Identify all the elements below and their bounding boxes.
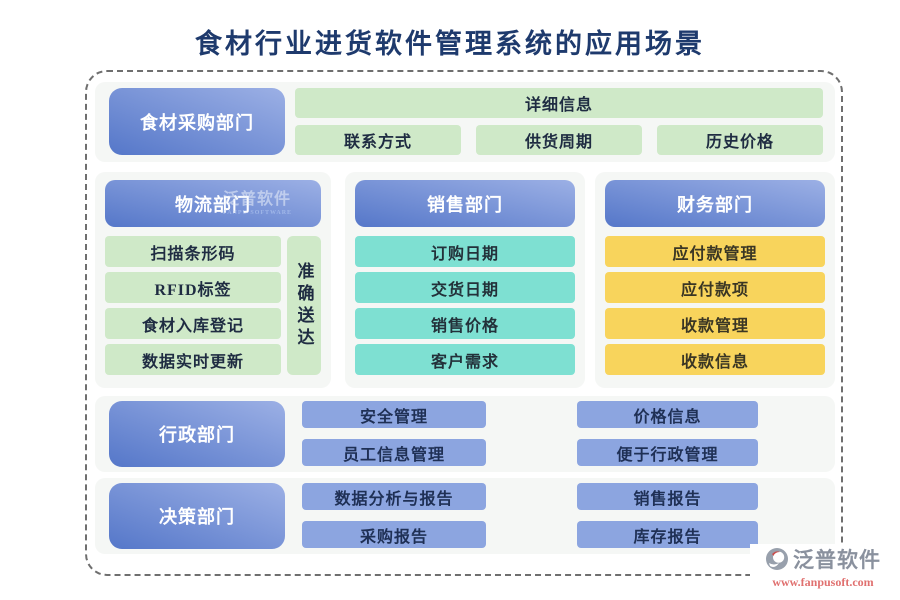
dept-admin: 行政部门 (109, 401, 285, 467)
decision-item: 数据分析与报告 (302, 483, 486, 510)
logistics-item: 食材入库登记 (105, 308, 281, 339)
admin-item: 安全管理 (302, 401, 486, 428)
brand-url: www.fanpusoft.com (772, 575, 874, 589)
purchasing-banner: 详细信息 (295, 88, 823, 118)
purchasing-item: 供货周期 (476, 125, 642, 155)
finance-item: 收款信息 (605, 344, 825, 375)
sales-item: 订购日期 (355, 236, 575, 267)
dept-finance: 财务部门 (605, 180, 825, 227)
dashed-frame (85, 70, 843, 576)
sales-item: 客户需求 (355, 344, 575, 375)
sales-section: 销售部门 订购日期 交货日期 销售价格 客户需求 (345, 172, 585, 388)
dept-purchasing: 食材采购部门 (109, 88, 285, 155)
logistics-item: RFID标签 (105, 272, 281, 303)
dept-decision: 决策部门 (109, 483, 285, 549)
purchasing-item: 历史价格 (657, 125, 823, 155)
logistics-item: 扫描条形码 (105, 236, 281, 267)
sales-item: 销售价格 (355, 308, 575, 339)
dept-logistics-label: 物流部门 (175, 194, 251, 215)
admin-item: 员工信息管理 (302, 439, 486, 466)
finance-item: 应付款管理 (605, 236, 825, 267)
purchasing-item: 联系方式 (295, 125, 461, 155)
finance-section: 财务部门 应付款管理 应付款项 收款管理 收款信息 (595, 172, 835, 388)
admin-item: 便于行政管理 (577, 439, 758, 466)
page-title: 食材行业进货软件管理系统的应用场景 (195, 29, 705, 59)
finance-item: 应付款项 (605, 272, 825, 303)
dept-sales: 销售部门 (355, 180, 575, 227)
decision-item: 采购报告 (302, 521, 486, 548)
admin-section: 行政部门 安全管理 员工信息管理 价格信息 便于行政管理 (95, 396, 835, 472)
admin-item: 价格信息 (577, 401, 758, 428)
brand-name: 泛普软件 (793, 548, 881, 572)
brand-footer: 泛普软件 www.fanpusoft.com (750, 544, 896, 596)
purchasing-section: 食材采购部门 详细信息 联系方式 供货周期 历史价格 (95, 82, 835, 162)
dept-logistics: 物流部门 泛普软件 FANPU SOFTWARE (105, 180, 321, 227)
sales-item: 交货日期 (355, 272, 575, 303)
fanpu-logo-icon (765, 547, 789, 571)
logistics-item: 数据实时更新 (105, 344, 281, 375)
decision-section: 决策部门 数据分析与报告 采购报告 销售报告 库存报告 (95, 478, 835, 554)
decision-item: 销售报告 (577, 483, 758, 510)
finance-item: 收款管理 (605, 308, 825, 339)
decision-item: 库存报告 (577, 521, 758, 548)
logistics-side-label: 准确送达 (287, 236, 321, 375)
logistics-section: 物流部门 泛普软件 FANPU SOFTWARE 扫描条形码 RFID标签 食材… (95, 172, 331, 388)
